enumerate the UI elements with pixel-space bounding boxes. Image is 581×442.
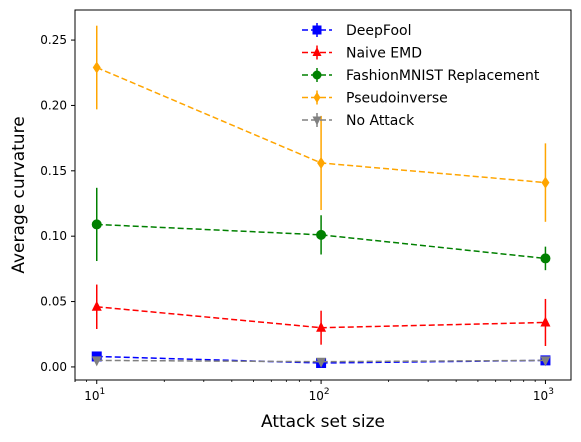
y-tick-label: 0.25 — [40, 33, 67, 47]
data-point — [91, 300, 102, 311]
x-tick-label: 103 — [533, 387, 554, 403]
x-axis-label: Attack set size — [261, 412, 385, 432]
y-axis-label: Average curvature — [9, 116, 29, 273]
data-point — [317, 156, 326, 169]
data-point — [540, 253, 551, 264]
data-point — [541, 176, 550, 189]
legend-label: DeepFool — [346, 23, 411, 39]
series-no-attack — [91, 356, 551, 368]
legend-marker — [312, 70, 322, 80]
data-point — [540, 316, 551, 327]
legend-item: DeepFool — [302, 23, 411, 39]
legend-label: Naive EMD — [346, 46, 422, 62]
data-point — [316, 357, 327, 368]
data-point — [316, 321, 327, 332]
plot-layer — [91, 25, 551, 369]
data-point — [316, 229, 327, 240]
y-tick-label: 0.05 — [40, 295, 67, 309]
data-point — [91, 219, 102, 230]
y-axis-ticks: 0.00 0.05 0.10 0.15 0.20 0.25 — [40, 33, 75, 374]
x-tick-label: 102 — [309, 387, 330, 403]
legend-item: Pseudoinverse — [302, 90, 448, 107]
data-point — [91, 356, 102, 367]
y-tick-label: 0.10 — [40, 229, 67, 243]
series-fashionmnist-replacement — [91, 187, 551, 271]
legend-item: No Attack — [302, 113, 415, 129]
legend-label: No Attack — [346, 113, 415, 129]
series-line — [96, 223, 546, 260]
legend-marker — [313, 92, 321, 103]
data-point — [92, 61, 101, 74]
legend-marker — [312, 25, 322, 35]
y-tick-label: 0.20 — [40, 98, 67, 112]
legend-item: Naive EMD — [302, 45, 422, 62]
series-pseudoinverse — [92, 25, 550, 222]
x-axis-ticks: 101 102 103 — [74, 380, 554, 403]
data-point — [540, 356, 551, 367]
legend-label: FashionMNIST Replacement — [346, 68, 540, 84]
legend-item: FashionMNIST Replacement — [302, 68, 540, 84]
series-naive-emd — [91, 284, 551, 347]
legend: DeepFool Naive EMD FashionMNIST Replacemen… — [302, 23, 540, 129]
plot-frame — [74, 9, 572, 381]
series-line — [96, 359, 546, 363]
y-tick-label: 0.15 — [40, 164, 67, 178]
legend-marker — [312, 47, 322, 56]
legend-marker — [312, 116, 322, 126]
y-tick-label: 0.00 — [40, 360, 67, 374]
x-tick-label: 101 — [84, 387, 105, 403]
legend-label: Pseudoinverse — [346, 91, 448, 107]
